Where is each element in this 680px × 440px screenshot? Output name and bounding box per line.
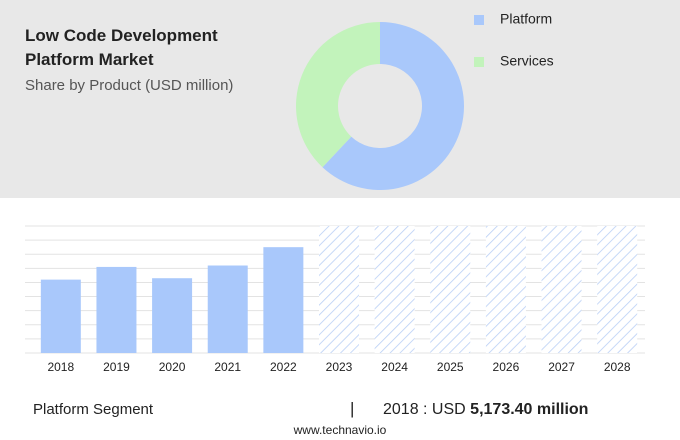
bar <box>96 266 137 353</box>
pie-slice <box>296 22 380 168</box>
x-tick-label: 2028 <box>604 360 631 374</box>
chart-subtitle: Share by Product (USD million) <box>25 77 234 94</box>
x-tick-label: 2018 <box>47 360 74 374</box>
bar <box>207 265 248 353</box>
bar <box>40 279 81 353</box>
x-tick-label: 2023 <box>326 360 353 374</box>
x-tick-label: 2025 <box>437 360 464 374</box>
source: www.technavio.io <box>293 423 387 437</box>
forecast-placeholder <box>597 226 638 353</box>
x-tick-label: 2019 <box>103 360 130 374</box>
segment-label: Platform Segment <box>33 401 154 418</box>
legend-swatch <box>474 15 484 25</box>
x-tick-label: 2027 <box>548 360 575 374</box>
x-tick-label: 2020 <box>159 360 186 374</box>
segment-value: 5,173.40 million <box>470 401 589 418</box>
x-tick-label: 2026 <box>493 360 520 374</box>
legend-swatch <box>474 57 484 67</box>
forecast-placeholder <box>374 226 415 353</box>
x-tick-label: 2022 <box>270 360 297 374</box>
forecast-placeholder <box>485 226 526 353</box>
x-tick-label: 2024 <box>381 360 408 374</box>
separator: | <box>350 399 355 418</box>
year-label: 2018 : USD <box>383 401 466 418</box>
bar <box>263 247 304 353</box>
legend-label: Services <box>500 53 554 69</box>
x-tick-label: 2021 <box>214 360 241 374</box>
chart-title: Low Code Development Platform Market <box>25 26 218 69</box>
forecast-placeholder <box>430 226 471 353</box>
footer-value: 2018 : USD 5,173.40 million <box>383 401 588 419</box>
bar <box>152 278 193 353</box>
pie-slice <box>322 22 464 191</box>
legend-label: Platform <box>500 11 552 27</box>
forecast-placeholder <box>319 226 359 353</box>
forecast-placeholder <box>541 226 582 353</box>
